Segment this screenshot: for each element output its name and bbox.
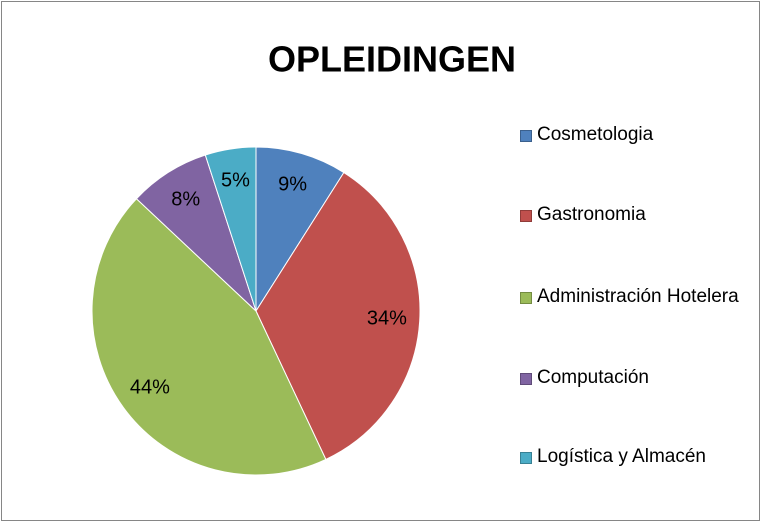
pie-slice [255, 146, 345, 313]
legend-item: Logística y Almacén [520, 444, 745, 470]
slice-label: 8% [171, 189, 200, 211]
legend-item: Administración Hotelera [520, 284, 745, 310]
legend-label: Logística y Almacén [537, 446, 706, 467]
legend-swatch [520, 373, 532, 385]
pie-slice [255, 171, 421, 461]
pie-slice [204, 146, 257, 312]
legend-item: Computación [520, 365, 745, 391]
legend-swatch [520, 130, 532, 142]
legend-swatch [520, 210, 532, 222]
slice-label: 34% [367, 308, 407, 330]
legend-swatch [520, 452, 532, 464]
slice-label: 44% [130, 376, 170, 398]
legend-item: Gastronomia [520, 202, 745, 228]
legend-item: Cosmetologia [520, 122, 745, 148]
pie-slice [91, 198, 327, 476]
legend-swatch [520, 292, 532, 304]
legend-label: Gastronomia [537, 204, 646, 225]
chart-title: OPLEIDINGEN [268, 39, 516, 80]
slice-label: 9% [278, 173, 307, 195]
legend-label: Computación [537, 367, 649, 388]
legend-label: Cosmetologia [537, 124, 654, 145]
slice-label: 5% [221, 170, 250, 192]
legend-label: Administración Hotelera [537, 286, 739, 307]
